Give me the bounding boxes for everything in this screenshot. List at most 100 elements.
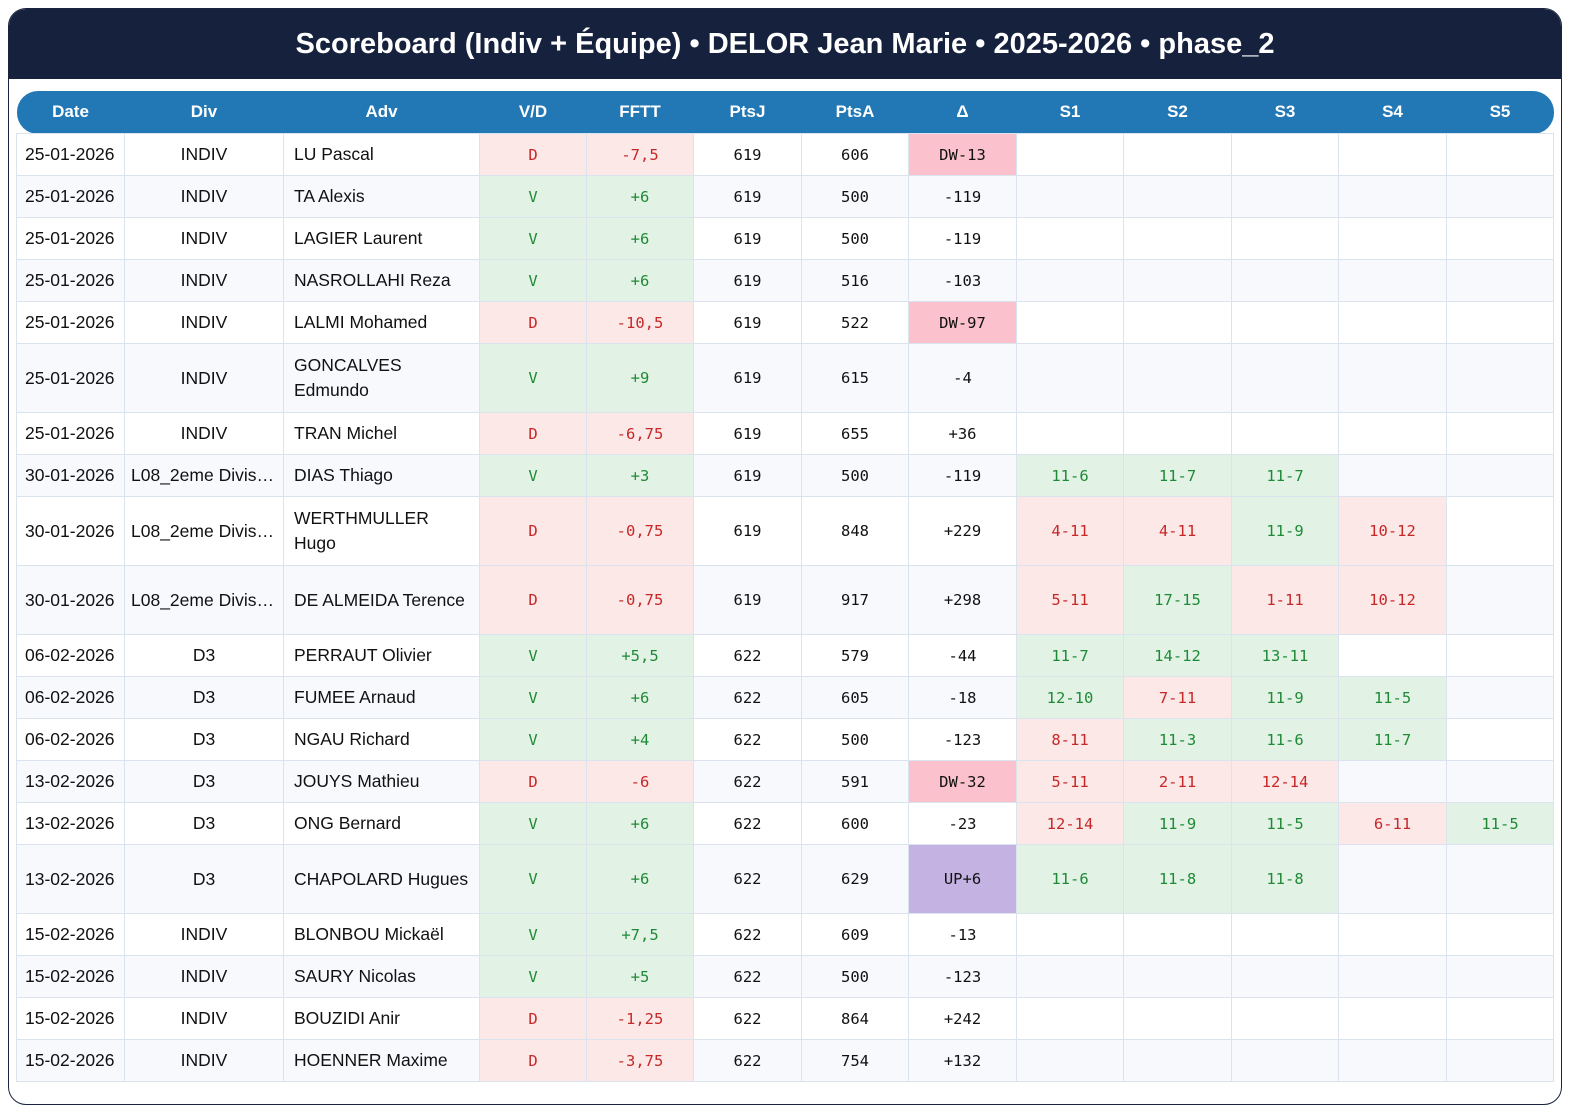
cell-player-points: 622: [693, 997, 802, 1040]
cell-opponent-points: 864: [801, 997, 909, 1040]
cell-set-3: 11-7: [1231, 454, 1339, 497]
cell-date: 25-01-2026: [16, 175, 125, 218]
cell-opponent-points: 500: [801, 955, 909, 998]
cell-set-5: [1446, 175, 1554, 218]
cell-set-3: [1231, 175, 1339, 218]
table-row[interactable]: 06-02-2026 D3 PERRAUT Olivier V +5,5 622 579 -4…: [16, 634, 1554, 677]
cell-opponent: ONG Bernard: [283, 802, 480, 845]
column-header-s1[interactable]: S1: [1016, 91, 1124, 134]
column-header-div[interactable]: Div: [124, 91, 284, 134]
column-header-ptsa[interactable]: PtsA: [801, 91, 909, 134]
table-row[interactable]: 25-01-2026 INDIV LU Pascal D -7,5 619 606 DW-13: [16, 133, 1554, 176]
table-row[interactable]: 25-01-2026 INDIV LAGIER Laurent V +6 619 500 -1…: [16, 217, 1554, 260]
cell-div: L08_2eme Division: [124, 496, 284, 566]
cell-set-5: [1446, 343, 1554, 413]
cell-result: D: [479, 496, 587, 566]
cell-opponent: JOUYS Mathieu: [283, 760, 480, 803]
table-row[interactable]: 25-01-2026 INDIV TA Alexis V +6 619 500 -119: [16, 175, 1554, 218]
cell-opponent-points: 605: [801, 676, 909, 719]
table-row[interactable]: 15-02-2026 INDIV SAURY Nicolas V +5 622 500 -12…: [16, 955, 1554, 998]
table-row[interactable]: 06-02-2026 D3 FUMEE Arnaud V +6 622 605 -18 12-1…: [16, 676, 1554, 719]
cell-opponent-points: 848: [801, 496, 909, 566]
cell-date: 25-01-2026: [16, 133, 125, 176]
table-row[interactable]: 15-02-2026 INDIV HOENNER Maxime D -3,75 622 75…: [16, 1039, 1554, 1082]
cell-result: V: [479, 802, 587, 845]
cell-fftt-points: -10,5: [586, 301, 694, 344]
cell-opponent: NGAU Richard: [283, 718, 480, 761]
cell-result: D: [479, 412, 587, 455]
table-row[interactable]: 13-02-2026 D3 JOUYS Mathieu D -6 622 591 DW-32 5…: [16, 760, 1554, 803]
table-row[interactable]: 25-01-2026 INDIV GONCALVES Edmundo V +9 619 61…: [16, 343, 1554, 413]
cell-delta: +298: [908, 565, 1017, 635]
cell-player-points: 619: [693, 565, 802, 635]
cell-div: INDIV: [124, 412, 284, 455]
cell-player-points: 622: [693, 913, 802, 956]
cell-set-1: 8-11: [1016, 718, 1124, 761]
cell-delta: UP+6: [908, 844, 1017, 914]
cell-opponent-points: 629: [801, 844, 909, 914]
cell-set-4: [1338, 343, 1447, 413]
column-header-vd[interactable]: V/D: [479, 91, 587, 134]
cell-fftt-points: +6: [586, 175, 694, 218]
cell-set-5: [1446, 1039, 1554, 1082]
cell-set-5: [1446, 454, 1554, 497]
cell-set-3: [1231, 997, 1339, 1040]
cell-fftt-points: +6: [586, 844, 694, 914]
cell-set-1: [1016, 412, 1124, 455]
cell-div: INDIV: [124, 175, 284, 218]
cell-opponent: CHAPOLARD Hugues: [283, 844, 480, 914]
cell-player-points: 619: [693, 454, 802, 497]
column-header-s5[interactable]: S5: [1446, 91, 1554, 134]
cell-set-3: [1231, 259, 1339, 302]
cell-set-3: 1-11: [1231, 565, 1339, 635]
table-row[interactable]: 13-02-2026 D3 CHAPOLARD Hugues V +6 622 629 UP+…: [16, 844, 1554, 914]
cell-set-5: [1446, 217, 1554, 260]
column-header-s4[interactable]: S4: [1338, 91, 1447, 134]
column-header-s2[interactable]: S2: [1123, 91, 1232, 134]
table-row[interactable]: 25-01-2026 INDIV NASROLLAHI Reza V +6 619 516-…: [16, 259, 1554, 302]
cell-result: D: [479, 301, 587, 344]
cell-set-5: [1446, 676, 1554, 719]
cell-set-3: 11-6: [1231, 718, 1339, 761]
table-row[interactable]: 25-01-2026 INDIV LALMI Mohamed D -10,5 619 522…: [16, 301, 1554, 344]
cell-date: 25-01-2026: [16, 412, 125, 455]
cell-date: 30-01-2026: [16, 454, 125, 497]
table-row[interactable]: 13-02-2026 D3 ONG Bernard V +6 622 600 -23 12-14…: [16, 802, 1554, 845]
cell-set-4: [1338, 175, 1447, 218]
cell-set-2: [1123, 133, 1232, 176]
cell-opponent-points: 917: [801, 565, 909, 635]
cell-div: D3: [124, 802, 284, 845]
cell-set-4: [1338, 1039, 1447, 1082]
cell-set-2: 17-15: [1123, 565, 1232, 635]
table-row[interactable]: 15-02-2026 INDIV BOUZIDI Anir D -1,25 622 864 +…: [16, 997, 1554, 1040]
cell-delta: +242: [908, 997, 1017, 1040]
column-header-ptsj[interactable]: PtsJ: [693, 91, 802, 134]
cell-player-points: 619: [693, 175, 802, 218]
column-header-adv[interactable]: Adv: [283, 91, 480, 134]
cell-date: 30-01-2026: [16, 496, 125, 566]
column-header-date[interactable]: Date: [16, 91, 125, 134]
table-row[interactable]: 25-01-2026 INDIV TRAN Michel D -6,75 619 655 +3…: [16, 412, 1554, 455]
cell-div: INDIV: [124, 259, 284, 302]
cell-delta: +132: [908, 1039, 1017, 1082]
cell-delta: -119: [908, 217, 1017, 260]
cell-set-2: [1123, 1039, 1232, 1082]
cell-opponent-points: 754: [801, 1039, 909, 1082]
table-row[interactable]: 30-01-2026 L08_2eme Division WERTHMULLER H…: [16, 496, 1554, 566]
table-row[interactable]: 06-02-2026 D3 NGAU Richard V +4 622 500 -123 8-1…: [16, 718, 1554, 761]
cell-set-1: [1016, 301, 1124, 344]
cell-fftt-points: -6: [586, 760, 694, 803]
cell-div: INDIV: [124, 343, 284, 413]
cell-set-5: [1446, 412, 1554, 455]
column-header-delta[interactable]: Δ: [908, 91, 1017, 134]
cell-fftt-points: -0,75: [586, 496, 694, 566]
cell-delta: DW-97: [908, 301, 1017, 344]
table-row[interactable]: 30-01-2026 L08_2eme Division DE ALMEIDA Te…: [16, 565, 1554, 635]
column-header-s3[interactable]: S3: [1231, 91, 1339, 134]
table-row[interactable]: 30-01-2026 L08_2eme Division DIAS Thiago V +…: [16, 454, 1554, 497]
cell-div: INDIV: [124, 217, 284, 260]
cell-set-2: [1123, 913, 1232, 956]
cell-set-4: [1338, 913, 1447, 956]
column-header-fftt[interactable]: FFTT: [586, 91, 694, 134]
table-row[interactable]: 15-02-2026 INDIV BLONBOU Mickaël V +7,5 622 60…: [16, 913, 1554, 956]
